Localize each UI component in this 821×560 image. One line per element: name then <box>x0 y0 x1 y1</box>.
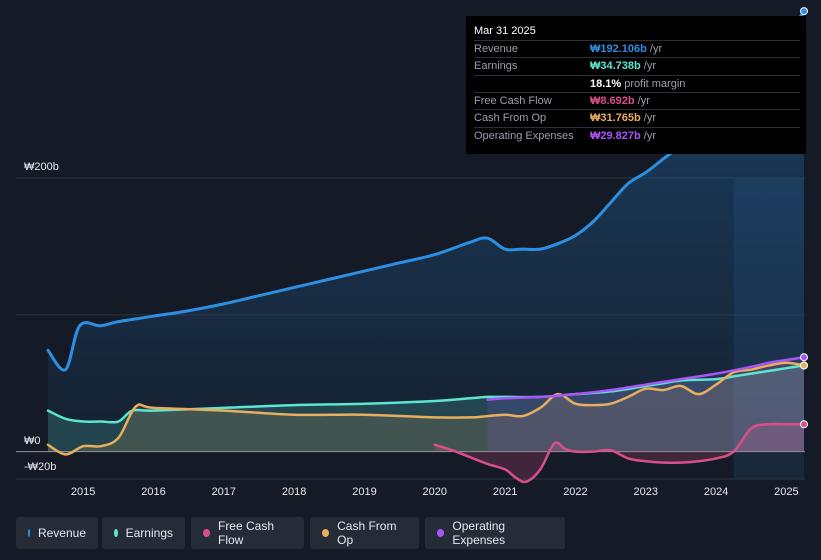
legend-dot-icon <box>28 529 30 537</box>
legend-item-revenue[interactable]: Revenue <box>16 517 98 549</box>
legend-dot-icon <box>322 529 330 537</box>
y-tick-label: ₩200b <box>24 161 59 173</box>
legend-dot-icon <box>203 529 210 537</box>
legend-item-earnings[interactable]: Earnings <box>102 517 185 549</box>
tooltip-row: Free Cash Flow ₩8.692b /yr <box>474 91 800 110</box>
tooltip-label: Earnings <box>474 60 518 73</box>
legend-label: Free Cash Flow <box>217 519 275 547</box>
x-tick-label: 2015 <box>71 486 95 498</box>
revenue-area <box>48 11 804 452</box>
x-tick-label: 2017 <box>212 486 236 498</box>
cash-from-op-endpoint <box>800 361 808 370</box>
legend-label: Earnings <box>125 526 173 540</box>
legend-dot-icon <box>114 529 118 537</box>
x-tick-label: 2025 <box>774 486 798 498</box>
tooltip-row: Revenue ₩192.106b /yr <box>474 40 800 58</box>
tooltip-label: Free Cash Flow <box>474 94 552 107</box>
legend-item-free-cash-flow[interactable]: Free Cash Flow <box>191 517 304 549</box>
operating-expenses-endpoint <box>800 353 808 362</box>
operating-expenses-area <box>487 357 804 452</box>
cash-from-op-area <box>48 362 804 455</box>
legend-label: Revenue <box>37 526 86 540</box>
earnings-line <box>46 364 806 424</box>
tooltip: Mar 31 2025 Revenue ₩192.106b /yr Earnings… <box>466 16 806 154</box>
x-tick-label: 2024 <box>704 486 728 498</box>
tooltip-value: ₩34.738b /yr <box>590 60 657 73</box>
tooltip-value: ₩8.692b /yr <box>590 94 650 107</box>
x-tick-label: 2022 <box>563 486 587 498</box>
tooltip-label: Revenue <box>474 43 519 55</box>
tooltip-row: Operating Expenses ₩29.827b /yr <box>474 126 800 145</box>
tooltip-row: 18.1% profit margin <box>474 74 800 93</box>
tooltip-value: ₩29.827b /yr <box>590 129 657 142</box>
free-cash-flow-endpoint <box>800 420 808 429</box>
tooltip-value: ₩192.106b /yr <box>590 43 663 55</box>
tooltip-value: ₩31.765b /yr <box>590 112 657 125</box>
y-tick-label: ₩0 <box>24 435 41 447</box>
y-tick-label: -₩20b <box>24 461 56 473</box>
x-tick-label: 2020 <box>423 486 447 498</box>
tooltip-row: Cash From Op ₩31.765b /yr <box>474 109 800 127</box>
legend-label: Cash From Op <box>337 519 397 547</box>
cash-from-op-line <box>46 361 806 456</box>
free-cash-flow-line <box>433 422 806 484</box>
x-tick-label: 2016 <box>141 486 165 498</box>
tooltip-value: 18.1% profit margin <box>590 77 686 90</box>
tooltip-label: Operating Expenses <box>474 129 574 142</box>
x-tick-label: 2018 <box>282 486 306 498</box>
revenue-endpoint <box>800 7 808 16</box>
tooltip-row: Earnings ₩34.738b /yr <box>474 57 800 75</box>
tooltip-date: Mar 31 2025 <box>474 25 536 37</box>
x-tick-label: 2019 <box>352 486 376 498</box>
legend-item-cash-from-op[interactable]: Cash From Op <box>310 517 419 549</box>
legend-label: Operating Expenses <box>452 519 506 547</box>
x-tick-label: 2021 <box>493 486 517 498</box>
earnings-area <box>48 365 804 452</box>
legend-item-operating-expenses[interactable]: Operating Expenses <box>425 517 565 549</box>
legend-dot-icon <box>437 529 445 537</box>
tooltip-label: Cash From Op <box>474 112 547 125</box>
x-tick-label: 2023 <box>634 486 658 498</box>
operating-expenses-line <box>486 355 806 401</box>
